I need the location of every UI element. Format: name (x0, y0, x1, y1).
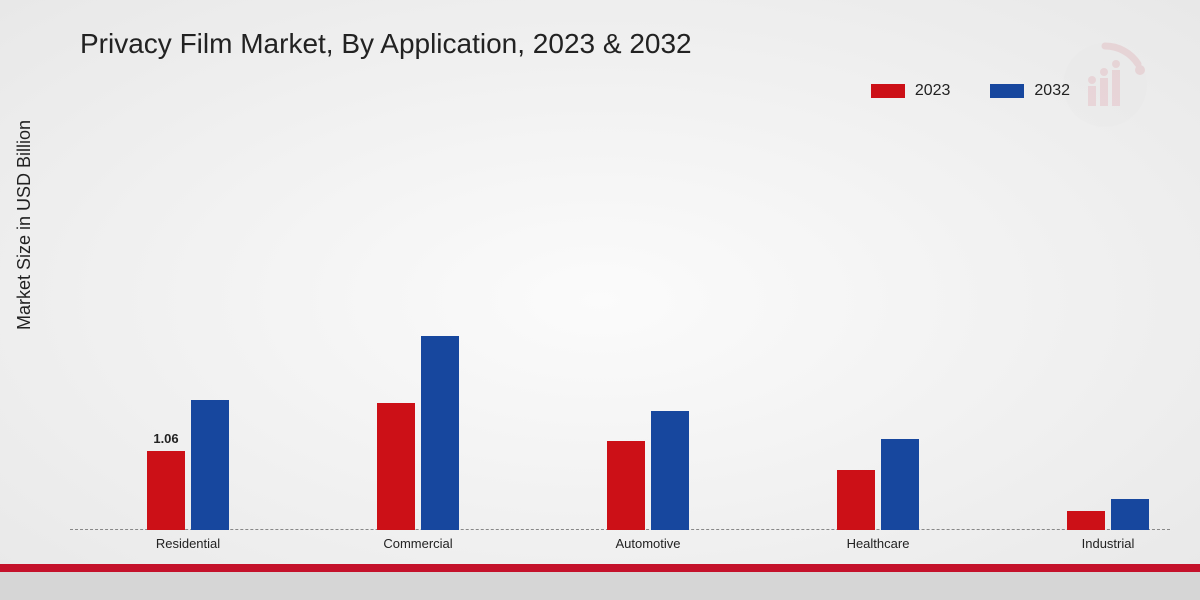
bar-value-label: 1.06 (147, 431, 185, 446)
bar-2032 (881, 439, 919, 530)
x-tick-label: Industrial (1038, 536, 1178, 551)
legend: 2023 2032 (871, 82, 1070, 100)
x-tick-label: Healthcare (808, 536, 948, 551)
bar-group (1038, 499, 1178, 530)
footer-grey-bar (0, 572, 1200, 600)
chart-title: Privacy Film Market, By Application, 202… (80, 28, 692, 60)
x-tick-label: Commercial (348, 536, 488, 551)
bar-2032 (1111, 499, 1149, 530)
x-axis-labels: Residential Commercial Automotive Healthcar… (70, 536, 1170, 556)
legend-swatch-2032 (990, 84, 1024, 98)
bar-2023 (1067, 511, 1105, 530)
bar-2032 (651, 411, 689, 530)
legend-label-2032: 2032 (1034, 82, 1070, 100)
bar-2023 (837, 470, 875, 530)
bar-group (808, 439, 948, 530)
x-tick-label: Automotive (578, 536, 718, 551)
bar-2023 (607, 441, 645, 530)
y-axis-label: Market Size in USD Billion (14, 120, 35, 330)
footer-red-bar (0, 564, 1200, 572)
bar-2023 (377, 403, 415, 530)
bar-group (578, 411, 718, 530)
x-tick-label: Residential (118, 536, 258, 551)
bar-group: 1.06 (118, 400, 258, 530)
plot-area: 1.06 (70, 120, 1170, 530)
bar-2023: 1.06 (147, 451, 185, 530)
legend-swatch-2023 (871, 84, 905, 98)
bar-2032 (421, 336, 459, 530)
legend-item-2032: 2032 (990, 82, 1070, 100)
bar-2032 (191, 400, 229, 530)
legend-label-2023: 2023 (915, 82, 951, 100)
bar-group (348, 336, 488, 530)
legend-item-2023: 2023 (871, 82, 951, 100)
